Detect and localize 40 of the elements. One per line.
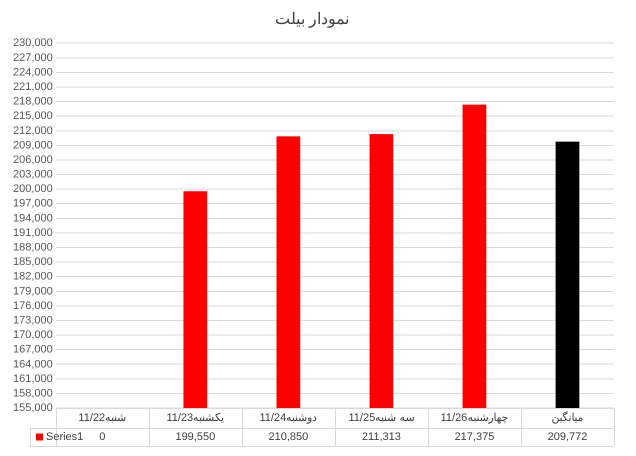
y-tick-label: 182,000 bbox=[12, 270, 53, 283]
y-tick-label: 173,000 bbox=[12, 314, 53, 326]
x-tick-label: میانگین bbox=[551, 411, 584, 424]
y-tick-label: 194,000 bbox=[12, 212, 53, 224]
x-tick-label: چهارشنبه11/26 bbox=[440, 412, 508, 424]
data-label: 217,375 bbox=[454, 431, 494, 444]
y-tick-label: 179,000 bbox=[12, 285, 53, 298]
data-label: 199,550 bbox=[175, 431, 216, 444]
y-tick-label: 227,000 bbox=[12, 52, 53, 64]
y-tick-label: 164,000 bbox=[12, 358, 53, 370]
y-tick-label: 209,000 bbox=[12, 139, 53, 152]
chart-title: نمودار بیلت bbox=[274, 11, 350, 28]
text: 0 bbox=[99, 431, 106, 444]
y-tick-label: 203,000 bbox=[12, 168, 53, 181]
y-tick-label: 158,000 bbox=[12, 387, 53, 400]
y-tick-label: 191,000 bbox=[12, 226, 53, 239]
y-tick-label: 161,000 bbox=[12, 372, 53, 385]
y-tick-label: 230,000 bbox=[12, 37, 53, 50]
data-label: 209,772 bbox=[548, 431, 588, 444]
x-tick-label: سه شنبه11/25 bbox=[348, 412, 414, 424]
x-tick-label: شنبه11/22 bbox=[78, 412, 126, 424]
y-tick-label: 176,000 bbox=[12, 300, 53, 312]
y-tick-label: 206,000 bbox=[12, 154, 53, 166]
x-tick-label: دوشنبه11/24 bbox=[260, 412, 318, 424]
y-tick-label: 170,000 bbox=[12, 329, 53, 342]
y-tick-label: 167,000 bbox=[12, 344, 53, 356]
y-tick-label: 155,000 bbox=[12, 402, 53, 414]
y-tick-label: 212,000 bbox=[12, 124, 53, 137]
data-label: 211,313 bbox=[362, 431, 401, 444]
data-label: 210,850 bbox=[268, 431, 308, 444]
y-tick-label: 185,000 bbox=[12, 256, 53, 268]
y-tick-label: 215,000 bbox=[12, 110, 53, 122]
y-tick-label: 218,000 bbox=[12, 96, 53, 108]
legend-label: Series1 bbox=[46, 431, 84, 444]
y-tick-label: 200,000 bbox=[12, 183, 53, 196]
y-tick-label: 224,000 bbox=[12, 66, 53, 78]
x-tick-label: یکشنبه11/23 bbox=[166, 412, 224, 424]
y-tick-label: 221,000 bbox=[12, 81, 53, 94]
y-tick-label: 197,000 bbox=[12, 198, 53, 210]
y-tick-label: 188,000 bbox=[12, 242, 53, 254]
